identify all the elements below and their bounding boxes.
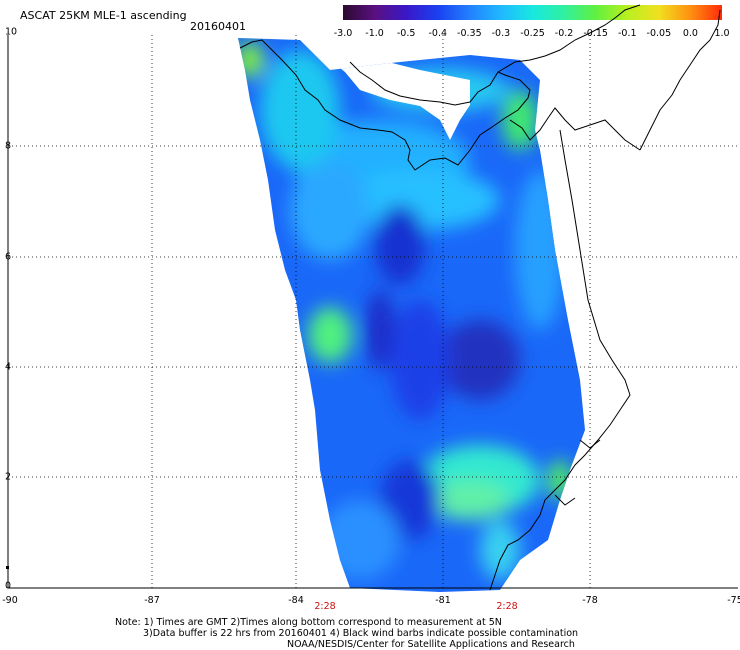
product-date: 20160401 — [190, 20, 246, 33]
latitude-label: 6 — [5, 251, 12, 263]
colorbar-tick: -0.5 — [396, 28, 416, 39]
colorbar-tick: -0.3 — [491, 28, 511, 39]
colorbar-tick: 1.0 — [714, 28, 730, 39]
latitude-label: 2 — [5, 471, 12, 483]
time-label-right: 2:28 — [496, 601, 518, 612]
colorbar-tick: -0.25 — [520, 28, 545, 39]
longitude-label: -87 — [144, 595, 160, 606]
latitude-label: 10 — [5, 26, 18, 38]
colorbar-tick: -0.1 — [617, 28, 637, 39]
coastline — [239, 4, 721, 591]
longitude-label: -78 — [582, 595, 598, 606]
longitude-label: -75 — [727, 595, 740, 606]
colorbar-tick: -0.05 — [646, 28, 672, 39]
product-title: ASCAT 25KM MLE-1 ascending — [20, 9, 187, 22]
colorbar-tick: -1.0 — [365, 28, 384, 39]
colorbar-tick: -0.2 — [554, 28, 574, 39]
note-line-2: 3)Data buffer is 22 hrs from 20160401 4)… — [143, 628, 579, 639]
note-line-1: Note: 1) Times are GMT 2)Times along bot… — [115, 617, 502, 628]
grid — [8, 35, 738, 588]
colorbar-tick: -3.0 — [333, 28, 353, 39]
note-line-3: NOAA/NESDIS/Center for Satellite Applica… — [287, 639, 575, 650]
longitude-label: -84 — [288, 595, 304, 606]
latitude-label: 4 — [5, 361, 12, 373]
colorbar-tick: -0.35 — [457, 28, 482, 39]
latitude-label: 0 — [5, 580, 12, 592]
longitude-label: -90 — [2, 595, 18, 606]
scatterometer-swath — [238, 38, 585, 592]
origin-marker — [6, 566, 9, 569]
colorbar-tick: -0.4 — [428, 28, 448, 39]
colorbar-tick: -0.15 — [583, 28, 608, 39]
latitude-label: 8 — [5, 140, 12, 152]
longitude-label: -81 — [435, 595, 451, 606]
plot-frame — [7, 35, 738, 589]
colorbar — [343, 5, 722, 20]
time-label-left: 2:28 — [314, 601, 336, 612]
colorbar-gradient — [343, 5, 722, 20]
colorbar-tick: 0.0 — [682, 28, 698, 39]
